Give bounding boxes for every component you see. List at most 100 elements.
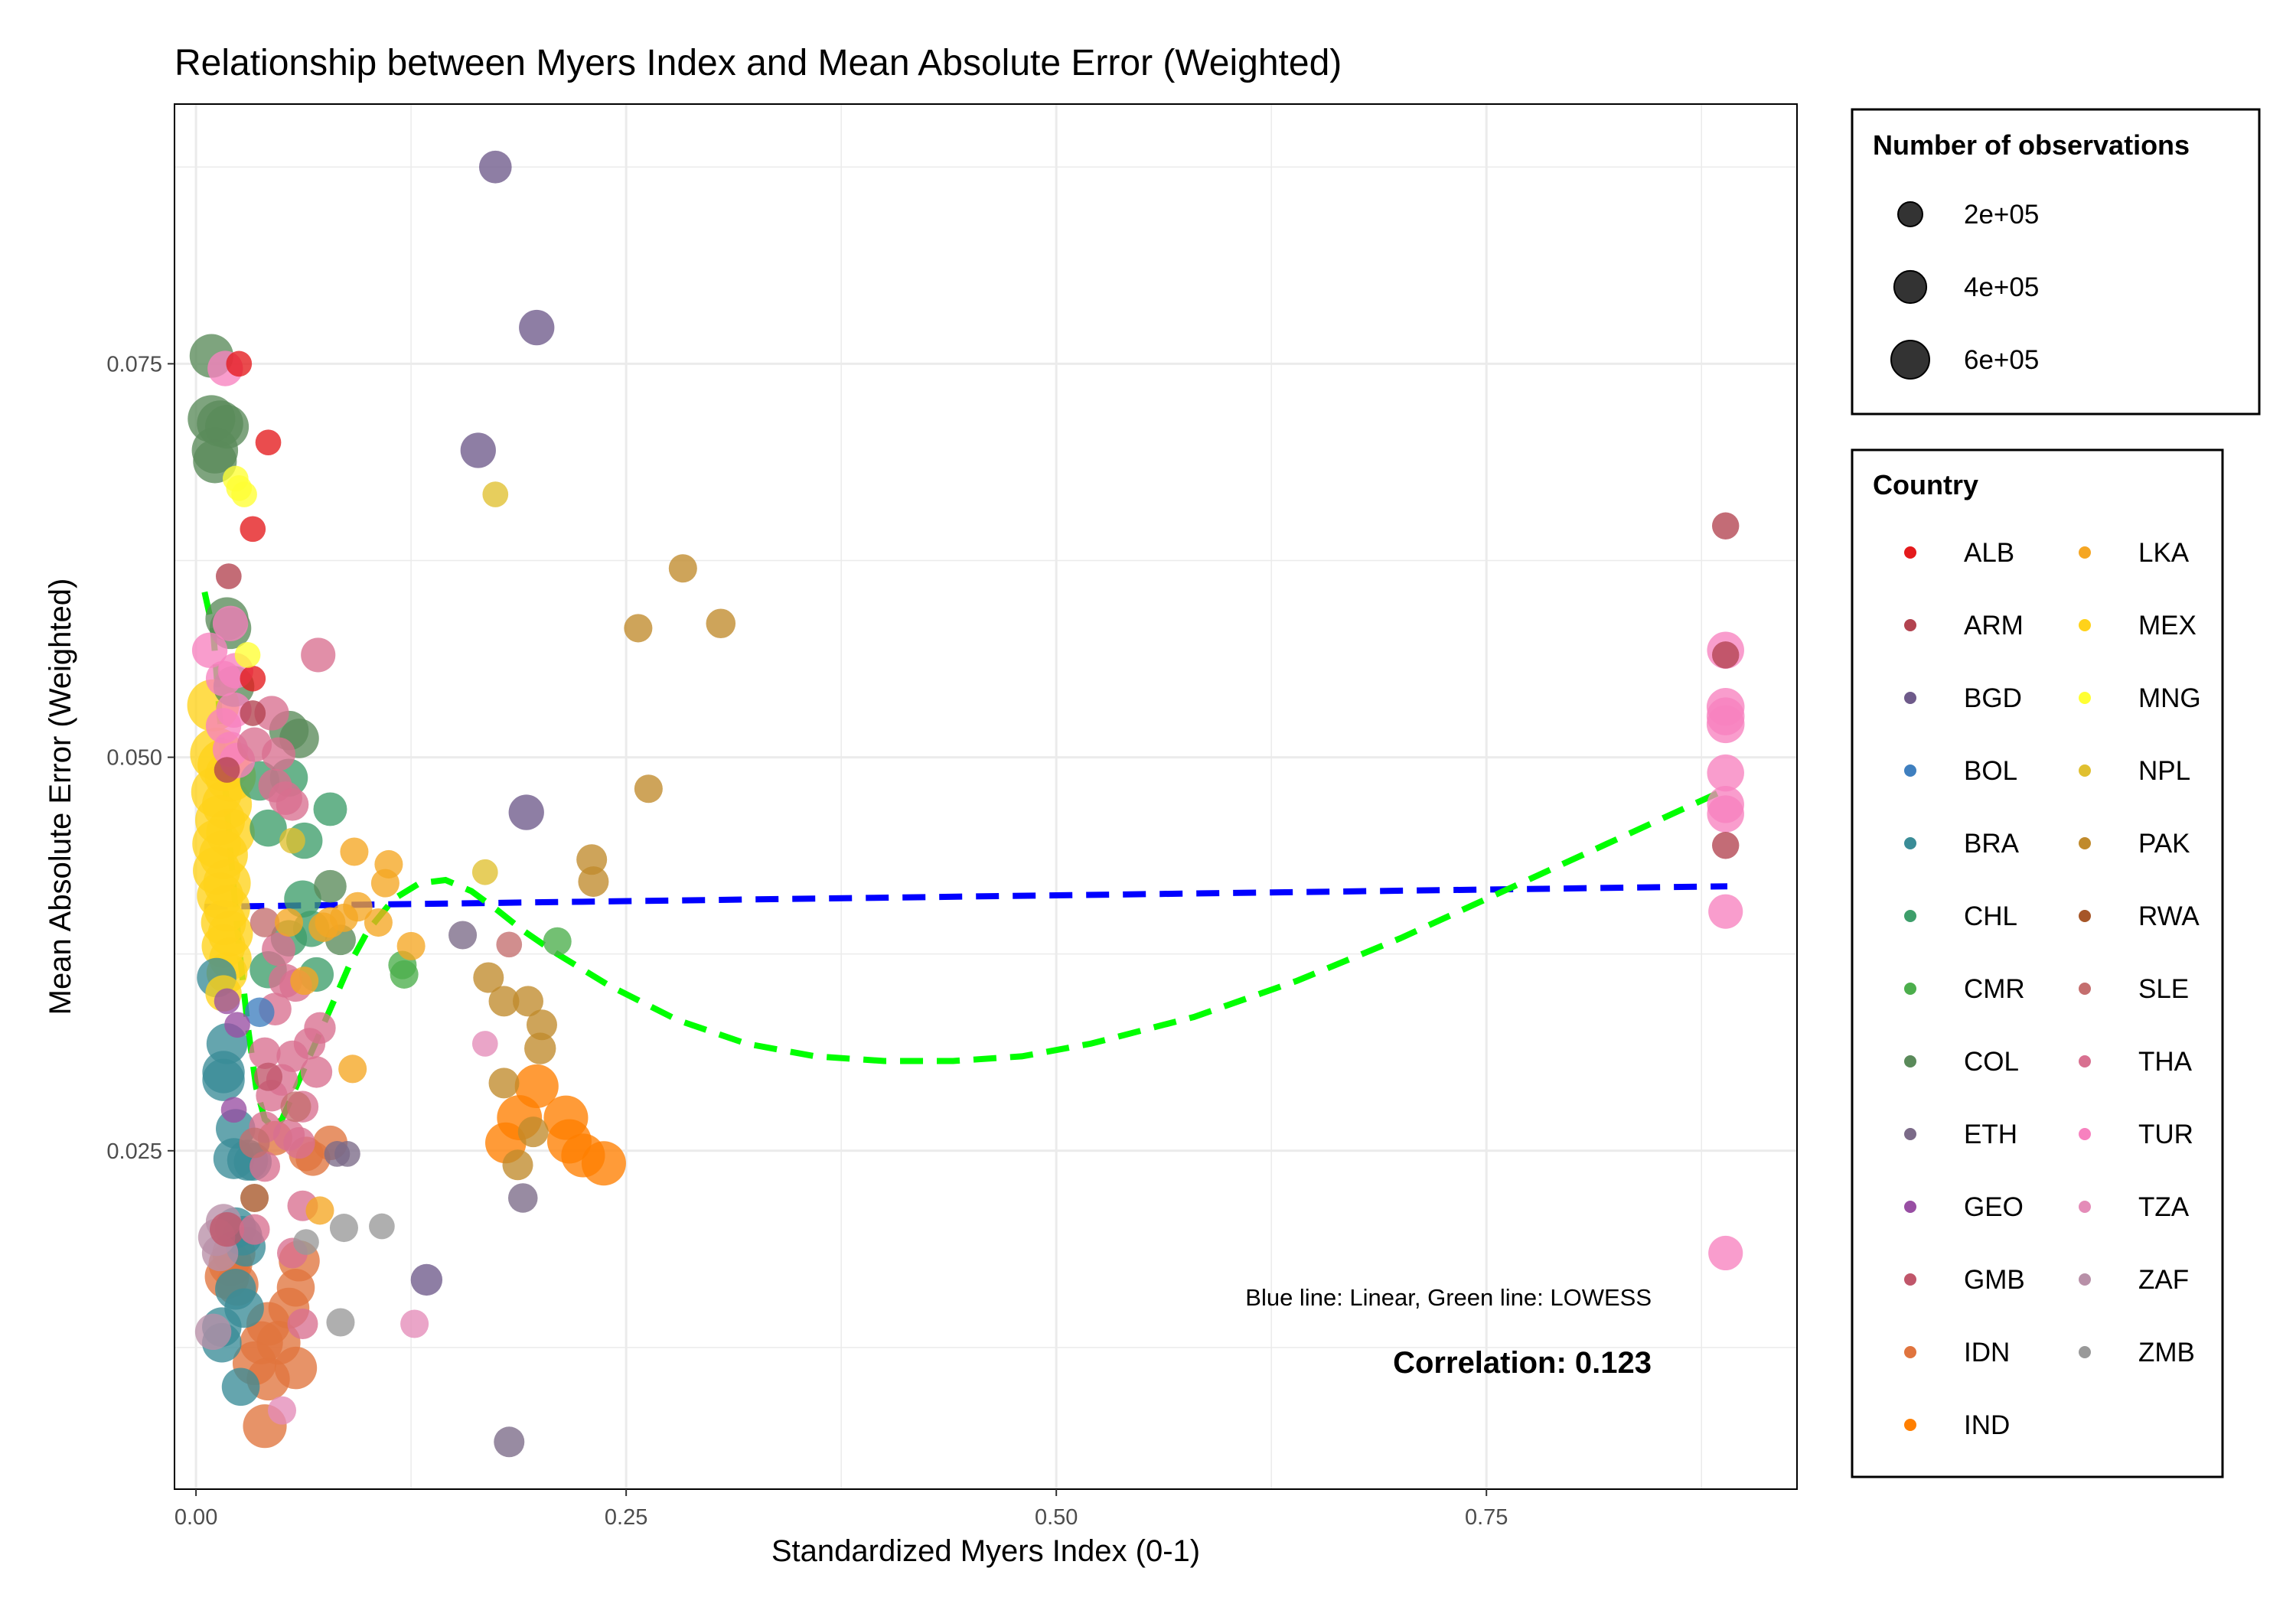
country-legend-key-sle (2079, 983, 2091, 995)
data-point-arm (240, 700, 266, 726)
data-point-tha (249, 1037, 281, 1069)
country-legend-label: IND (1964, 1410, 2010, 1440)
country-legend-label: CHL (1964, 901, 2017, 931)
linear-trend-line (204, 883, 1728, 910)
country-legend-label: BRA (1964, 829, 2020, 859)
data-point-eth (324, 1141, 351, 1167)
data-point-tha (249, 1151, 281, 1182)
plot-background (174, 104, 1797, 1489)
data-point-pak (488, 986, 520, 1017)
country-legend-label: ZMB (2138, 1338, 2195, 1367)
data-point-gmb (210, 1212, 245, 1247)
data-point-arm (1711, 832, 1740, 859)
country-legend: Country ALB ARM BGD BOL BRA CHL CMR COL ETH GEO GM… (1851, 448, 2224, 1478)
country-legend-label: GEO (1964, 1192, 2024, 1222)
data-point-tha (239, 1214, 270, 1245)
country-legend-key-pak (2079, 837, 2091, 849)
data-point-zaf (194, 1313, 232, 1351)
data-point-tha (287, 1309, 318, 1340)
data-point-pak (473, 962, 504, 993)
data-point-zmb (293, 1229, 319, 1255)
country-legend-label: SLE (2138, 974, 2189, 1004)
data-point-sle (280, 1091, 311, 1123)
country-legend-label: MEX (2138, 611, 2197, 641)
data-point-bgd (478, 150, 512, 184)
data-point-pak (502, 1149, 533, 1181)
data-point-eth (507, 1183, 538, 1213)
country-legend-entries: ALB ARM BGD BOL BRA CHL CMR COL ETH GEO GMB IDN IND L… (1904, 538, 2201, 1440)
country-legend-key-bol (1904, 764, 1916, 777)
country-legend-label: COL (1964, 1047, 2019, 1077)
data-point-tza (400, 1309, 429, 1338)
data-point-alb (226, 350, 253, 377)
data-point-lka (329, 903, 358, 932)
data-point-tur (1707, 754, 1744, 792)
plot-border (174, 103, 1798, 1490)
correlation-label: Correlation: 0.123 (1393, 1346, 1652, 1380)
data-point-tha (300, 1056, 333, 1088)
country-legend-label: LKA (2138, 538, 2190, 568)
data-point-pak (488, 1068, 520, 1099)
data-point-pak (578, 866, 609, 898)
country-legend-title: Country (1873, 469, 1978, 500)
country-legend-key-col (1904, 1055, 1916, 1068)
country-legend-key-bgd (1904, 692, 1916, 704)
data-point-tur (1708, 1235, 1743, 1271)
data-point-npl (482, 481, 509, 507)
country-legend-key-zmb (2079, 1346, 2091, 1358)
data-point-ind (561, 1133, 605, 1178)
data-point-lka (364, 908, 393, 937)
data-point-tha (301, 637, 336, 673)
data-point-tha (262, 932, 295, 966)
data-point-sle (496, 931, 523, 958)
data-point-lka (290, 966, 319, 996)
data-point-npl (471, 859, 498, 885)
x-axis-ticks: 0.00 0.25 0.50 0.75 (174, 1489, 1508, 1530)
data-point-col (314, 869, 347, 903)
size-legend-key (1897, 201, 1923, 227)
country-legend-key-arm (1904, 619, 1916, 631)
country-legend-key-tha (2079, 1055, 2091, 1068)
data-point-pak (526, 1009, 557, 1041)
plot-panel (174, 103, 1798, 1490)
data-point-npl (279, 827, 305, 854)
country-legend-key-alb (1904, 546, 1916, 559)
data-point-idn (274, 1346, 318, 1390)
data-point-pak (576, 844, 608, 875)
data-point-alb (240, 665, 266, 692)
data-point-alb (255, 429, 282, 456)
data-points (187, 150, 1745, 1458)
data-point-tur (205, 660, 242, 696)
data-point-pak (517, 1116, 549, 1148)
data-point-tha (276, 1040, 308, 1073)
y-axis-ticks: 0.025 0.050 0.075 (106, 352, 174, 1164)
data-point-tur (1706, 705, 1745, 744)
data-point-mng (234, 642, 261, 668)
country-legend-key-bra (1904, 837, 1916, 849)
country-legend-key-geo (1904, 1201, 1916, 1213)
size-legend-label: 4e+05 (1964, 272, 2039, 302)
data-point-lka (396, 931, 426, 960)
size-legend-label: 2e+05 (1964, 200, 2039, 230)
data-point-arm (214, 757, 240, 783)
data-point-tur (1708, 894, 1743, 929)
grid-lines (174, 104, 1797, 1489)
data-point-bra (202, 1058, 245, 1101)
data-point-bgd (508, 794, 544, 830)
x-tick-label: 0.00 (174, 1505, 217, 1530)
country-legend-label: TZA (2138, 1192, 2190, 1222)
data-point-col (204, 405, 249, 449)
country-legend-label: ALB (1964, 538, 2014, 568)
country-legend-key-lka (2079, 546, 2091, 559)
data-point-cmr (543, 927, 572, 956)
data-point-tza (267, 1396, 297, 1425)
data-point-bgd (519, 309, 555, 346)
data-point-pak (706, 608, 736, 639)
data-point-pak (634, 774, 663, 804)
data-point-chl (249, 809, 287, 847)
data-point-pak (512, 986, 543, 1017)
data-point-zmb (329, 1214, 358, 1243)
country-legend-key-idn (1904, 1346, 1916, 1358)
data-point-chl (284, 880, 321, 918)
size-legend-title: Number of observations (1873, 129, 2190, 161)
